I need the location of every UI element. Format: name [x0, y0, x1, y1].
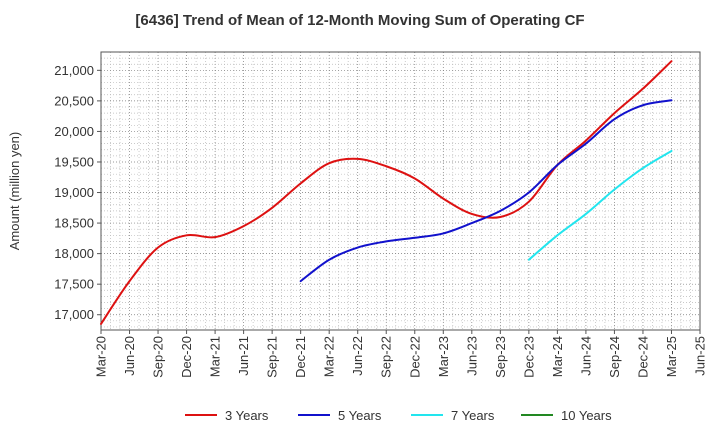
x-tick-label: Mar-20 [94, 336, 109, 377]
plot-area [100, 51, 701, 331]
x-tick-label: Mar-22 [322, 336, 337, 377]
x-tick-label: Sep-23 [493, 336, 508, 378]
x-tick-label: Jun-22 [350, 336, 365, 376]
legend-label-7-years: 7 Years [451, 408, 495, 423]
y-tick-label: 17,500 [54, 277, 94, 292]
series-lines [100, 60, 673, 325]
legend-label-5-years: 5 Years [338, 408, 382, 423]
x-tick-label: Sep-22 [379, 336, 394, 378]
y-tick-label: 20,500 [54, 93, 94, 108]
series-line-5-years [299, 99, 673, 283]
x-tick-label: Jun-24 [578, 336, 593, 376]
x-tick-label: Mar-24 [550, 336, 565, 377]
grid [101, 52, 700, 330]
y-axis-label: Amount (million yen) [7, 132, 22, 251]
x-tick-label: Dec-24 [635, 336, 650, 378]
legend-label-10-years: 10 Years [561, 408, 612, 423]
x-tick-label: Jun-20 [122, 336, 137, 376]
legend: 3 Years 5 Years 7 Years 10 Years [185, 408, 612, 423]
x-tick-label: Sep-21 [265, 336, 280, 378]
y-tick-label: 17,000 [54, 307, 94, 322]
x-tick-label: Dec-23 [521, 336, 536, 378]
x-tick-label: Mar-25 [664, 336, 679, 377]
series-line-3-years [100, 60, 673, 325]
x-tick-label: Dec-20 [179, 336, 194, 378]
x-axis-ticks: Mar-20 Jun-20 Sep-20 Dec-20 Mar-21 Jun-21 Sep-… [94, 330, 708, 378]
y-axis-ticks: 17,000 17,500 18,000 18,500 19,000 19,500 20,0… [54, 63, 101, 322]
x-tick-label: Dec-21 [293, 336, 308, 378]
x-tick-label: Jun-23 [464, 336, 479, 376]
x-tick-label: Dec-22 [407, 336, 422, 378]
series-line-7-years [527, 149, 673, 261]
y-tick-label: 18,500 [54, 216, 94, 231]
legend-label-3-years: 3 Years [225, 408, 269, 423]
y-tick-label: 20,000 [54, 124, 94, 139]
x-tick-label: Jun-21 [236, 336, 251, 376]
x-tick-label: Jun-25 [693, 336, 708, 376]
chart-title: [6436] Trend of Mean of 12-Month Moving … [135, 12, 585, 29]
y-tick-label: 19,500 [54, 154, 94, 169]
x-tick-label: Mar-23 [436, 336, 451, 377]
x-tick-label: Mar-21 [208, 336, 223, 377]
x-tick-label: Sep-20 [151, 336, 166, 378]
x-tick-label: Sep-24 [607, 336, 622, 378]
y-tick-label: 18,000 [54, 246, 94, 261]
y-tick-label: 21,000 [54, 63, 94, 78]
y-tick-label: 19,000 [54, 185, 94, 200]
